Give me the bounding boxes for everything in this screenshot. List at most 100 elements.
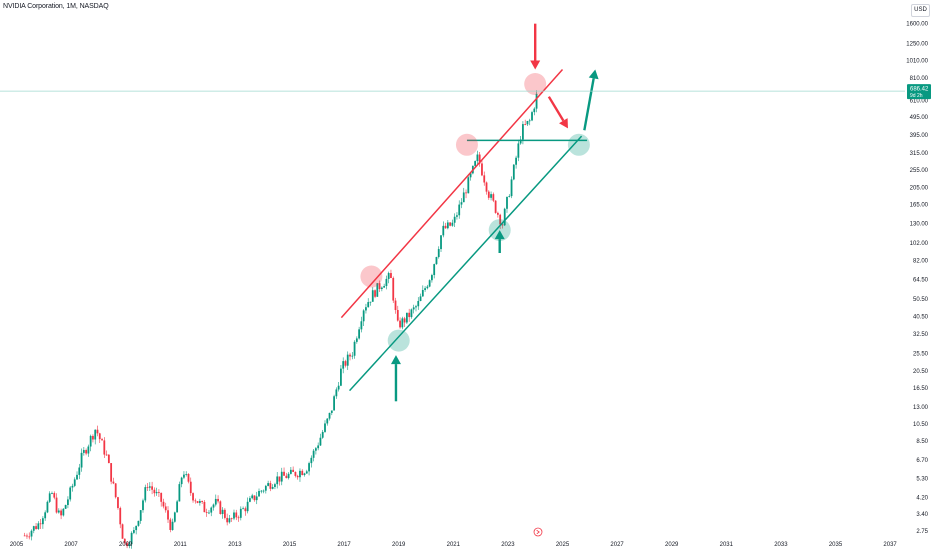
candle-body — [321, 431, 324, 438]
candle-body — [310, 457, 313, 464]
y-tick-label: 5.30 — [916, 477, 928, 483]
red-channel-line[interactable] — [340, 69, 564, 319]
up-arrow-head — [494, 230, 505, 240]
candle-body — [23, 535, 26, 537]
candle-body — [369, 301, 372, 303]
candle-body — [55, 497, 58, 513]
candle-body — [114, 483, 117, 498]
candle-body — [230, 518, 233, 520]
candle-body — [303, 473, 306, 476]
candle-body — [203, 501, 206, 513]
candle-body — [185, 474, 188, 475]
candle-body — [228, 518, 231, 523]
green-highlight-circle[interactable] — [387, 329, 410, 352]
x-tick-label: 2017 — [337, 542, 351, 548]
x-tick-label: 2029 — [665, 542, 679, 548]
up-arrow-head — [588, 69, 599, 80]
candle-body — [164, 506, 167, 511]
candle-body — [264, 485, 267, 491]
candle-body — [192, 493, 194, 501]
candle-body — [167, 510, 169, 520]
candle-body — [35, 526, 37, 529]
up-arrow-shaft — [583, 78, 595, 131]
candle-body — [262, 490, 265, 492]
candle-body — [383, 286, 386, 288]
candle-body — [328, 412, 331, 419]
candle-body — [483, 175, 486, 183]
candle-body — [396, 310, 399, 321]
candle-body — [146, 487, 149, 488]
candle-body — [53, 493, 56, 498]
candle-body — [223, 509, 226, 518]
red-highlight-circle[interactable] — [455, 133, 478, 156]
candle-body — [469, 173, 472, 178]
candle-body — [499, 214, 502, 225]
candle-body — [346, 354, 349, 366]
red-highlight-circle[interactable] — [524, 73, 547, 96]
candle-body — [387, 273, 390, 279]
candle-body — [44, 512, 47, 519]
y-tick-label: 1600.00 — [906, 22, 928, 28]
candle-body — [78, 467, 81, 475]
candle-body — [355, 338, 358, 342]
candle-body — [519, 139, 522, 144]
currency-badge[interactable]: USD — [911, 4, 930, 17]
candle-body — [194, 500, 197, 502]
candle-body — [296, 475, 299, 478]
candle-body — [176, 501, 179, 513]
red-highlight-circle[interactable] — [360, 265, 383, 288]
down-arrow[interactable] — [530, 23, 541, 70]
candle-body — [196, 501, 199, 503]
x-tick-label: 2015 — [283, 542, 297, 548]
candle-body — [446, 222, 449, 229]
candle-body — [374, 290, 376, 297]
up-arrow[interactable] — [583, 69, 599, 131]
candle-body — [367, 302, 370, 308]
last-price-label-bg — [907, 84, 931, 100]
candle-body — [258, 490, 260, 497]
candle-body — [123, 538, 126, 544]
candle-body — [153, 489, 156, 494]
green-channel-line[interactable] — [349, 135, 583, 392]
candle-body — [226, 517, 229, 523]
y-tick-label: 25.50 — [913, 352, 929, 358]
candle-body — [253, 495, 256, 501]
candle-body — [255, 496, 258, 501]
candle-body — [39, 523, 42, 525]
green-highlight-circle[interactable] — [567, 133, 590, 156]
candle-body — [260, 490, 263, 492]
candle-body — [444, 225, 447, 229]
price-axis[interactable]: 2.75 3.40 4.20 5.30 6.70 8.50 10.50 13.00 16.50 2… — [906, 22, 928, 535]
candle-body — [242, 508, 244, 510]
candle-body — [326, 418, 329, 424]
y-tick-label: 165.00 — [910, 203, 929, 209]
bar-countdown: 9d 2h — [910, 93, 923, 99]
candle-body — [426, 286, 429, 289]
dividend-event-icon[interactable] — [533, 527, 543, 537]
y-tick-label: 40.50 — [913, 315, 929, 321]
candle-body — [26, 535, 28, 537]
y-tick-label: 64.50 — [913, 278, 929, 284]
candle-body — [178, 484, 181, 502]
candle-body — [485, 182, 488, 192]
x-tick-label: 2011 — [174, 542, 188, 548]
candle-body — [533, 108, 536, 113]
candle-body — [48, 493, 51, 502]
candle-body — [180, 477, 183, 485]
up-arrow[interactable] — [390, 355, 401, 402]
candle-body — [135, 525, 138, 531]
candle-body — [392, 278, 395, 301]
time-axis[interactable]: 2005 2007 2009 2011 2013 2015 2017 2019 2021 2023… — [10, 542, 898, 548]
candle-body — [169, 519, 172, 530]
candle-body — [210, 507, 213, 513]
candle-body — [399, 320, 401, 328]
up-arrow[interactable] — [494, 230, 505, 254]
candle-body — [330, 410, 333, 413]
candle-body — [173, 512, 176, 522]
candle-body — [365, 307, 367, 311]
candle-body — [246, 501, 249, 512]
candle-body — [71, 485, 74, 488]
down-arrow[interactable] — [547, 96, 568, 129]
candle-body — [271, 486, 274, 489]
